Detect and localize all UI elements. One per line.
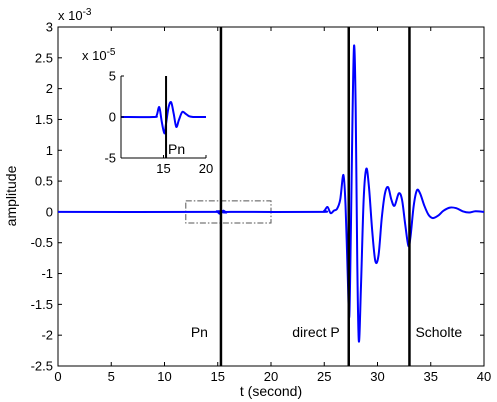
arrival-marker-label: direct P [292, 324, 339, 340]
inset-y-tick-label: -5 [104, 151, 116, 166]
y-tick-label: 1.5 [35, 112, 53, 127]
inset-x-tick-label: 15 [156, 161, 170, 176]
y-tick-label: 2.5 [35, 50, 53, 65]
y-tick-label: -2.5 [31, 359, 53, 374]
y-tick-label: -1 [41, 266, 53, 281]
inset-data: Pn [120, 76, 206, 158]
x-tick-label: 40 [477, 369, 491, 384]
arrival-marker-label: Scholte [415, 324, 462, 340]
y-tick-label: 0 [46, 204, 53, 219]
x-tick-label: 25 [317, 369, 331, 384]
x-tick-label: 0 [54, 369, 61, 384]
inset-y-tick-label: 0 [109, 110, 116, 125]
x-tick-label: 20 [264, 369, 278, 384]
y-axis-label: amplitude [3, 165, 19, 226]
inset-y-multiplier-label: x 10-5 [82, 47, 116, 64]
x-tick-label: 35 [424, 369, 438, 384]
inset-x-tick-label: 20 [199, 161, 213, 176]
y-tick-label: -1.5 [31, 297, 53, 312]
y-tick-label: -2 [41, 328, 53, 343]
x-tick-label: 30 [370, 369, 384, 384]
main-data [57, 44, 485, 343]
arrival-marker-label: Pn [191, 324, 208, 340]
main-ticks: 0 5 10 15 20 25 30 35 40-2.5-2-1.5-1-0.500.511.5… [31, 20, 492, 385]
inset-ticks: 15 20 -5 0 5 [104, 69, 213, 177]
series-line [57, 44, 485, 343]
y-tick-label: -0.5 [31, 235, 53, 250]
inset-marker-label: Pn [168, 141, 185, 157]
main-markers: Pn direct P Scholte [191, 27, 462, 366]
x-tick-label: 5 [108, 369, 115, 384]
y-tick-label: 0.5 [35, 174, 53, 189]
y-exponent-label: -3 [83, 7, 92, 18]
y-tick-label: 3 [46, 20, 53, 35]
inset-series-line [120, 100, 206, 135]
inset-y-tick-label: 5 [109, 69, 116, 84]
x-axis-label: t (second) [240, 383, 302, 399]
y-tick-label: 1 [46, 143, 53, 158]
y-multiplier-label: x 10-3 [58, 7, 92, 24]
x-tick-label: 10 [157, 369, 171, 384]
inset-y-exponent-label: -5 [107, 47, 116, 58]
x-tick-label: 15 [211, 369, 225, 384]
y-tick-label: 2 [46, 81, 53, 96]
